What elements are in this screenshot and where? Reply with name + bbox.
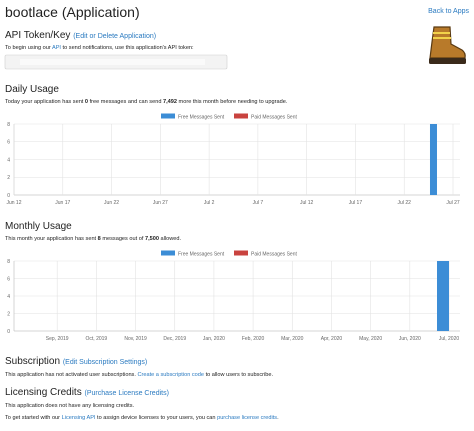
text: more this month before needing to upgrad… <box>177 99 288 105</box>
link[interactable]: Create a subscription code <box>137 372 204 378</box>
licensing-text: This application does not have any licen… <box>5 403 134 409</box>
page-title: bootlace (Application) <box>5 4 140 20</box>
x-tick-label: Jul 2 <box>204 200 215 206</box>
usage-chart: Free Messages Sent Paid Messages Sent 0 2 4 6… <box>7 250 460 342</box>
x-tick-label: Jul 27 <box>446 200 460 206</box>
x-tick-label: Feb, 2020 <box>242 336 265 342</box>
y-tick-label: 6 <box>7 276 10 282</box>
count: 7,500 <box>145 236 159 242</box>
x-tick-label: Jul, 2020 <box>439 336 460 342</box>
text: This application has not activated user … <box>5 372 137 378</box>
x-tick-label: Jan, 2020 <box>203 336 225 342</box>
heading-link[interactable]: (Purchase License Credits) <box>85 390 169 397</box>
x-tick-label: Nov, 2019 <box>124 336 147 342</box>
intro-text: To begin using our API to send notificat… <box>5 45 194 51</box>
x-tick-label: Jul 22 <box>398 200 412 206</box>
x-tick-label: Jul 17 <box>349 200 363 206</box>
x-tick-label: Jul 12 <box>300 200 314 206</box>
text: Today your application has sent <box>5 99 85 105</box>
summary-text: This month your application has sent 8 m… <box>5 236 181 242</box>
text: To get started with our <box>5 415 62 421</box>
token-redacted <box>20 59 205 65</box>
legend-swatch <box>161 250 175 256</box>
x-tick-label: Jun 27 <box>153 200 168 206</box>
x-tick-label: Jun 17 <box>55 200 70 206</box>
count: 7,492 <box>163 99 177 105</box>
summary-text: Today your application has sent 0 free m… <box>5 99 288 105</box>
y-tick-label: 4 <box>7 294 10 300</box>
heading-text: API Token/Key <box>5 30 70 41</box>
y-tick-label: 8 <box>7 122 10 128</box>
licensing-text: To get started with our Licensing API to… <box>5 415 279 421</box>
text: messages out of <box>101 236 145 242</box>
text: allowed. <box>159 236 182 242</box>
x-tick-label: Sep, 2019 <box>46 336 69 342</box>
boot-icon <box>429 26 466 64</box>
y-tick-label: 6 <box>7 140 10 146</box>
link[interactable]: API <box>52 45 61 51</box>
text: free messages and can send <box>88 99 163 105</box>
text: This month your application has sent <box>5 236 98 242</box>
bar <box>437 261 449 331</box>
heading-text: Subscription <box>5 356 60 367</box>
legend-label: Paid Messages Sent <box>251 115 297 121</box>
x-tick-label: Dec, 2019 <box>163 336 186 342</box>
heading-text: Licensing Credits <box>5 387 82 398</box>
x-tick-label: Mar, 2020 <box>281 336 303 342</box>
text: to send notifications, use this applicat… <box>61 45 194 51</box>
text: to assign device licenses to your users,… <box>96 415 218 421</box>
text: To begin using our <box>5 45 52 51</box>
x-tick-label: Apr, 2020 <box>321 336 343 342</box>
x-tick-label: Jul 7 <box>253 200 264 206</box>
text: . <box>277 415 279 421</box>
link[interactable]: purchase license credits <box>217 415 277 421</box>
count: 8 <box>98 236 101 242</box>
legend-label: Free Messages Sent <box>178 252 225 258</box>
text: to allow users to subscribe. <box>204 372 273 378</box>
section-heading: Daily Usage <box>5 84 59 95</box>
section-heading: API Token/Key (Edit or Delete Applicatio… <box>5 30 156 41</box>
usage-chart: Free Messages Sent Paid Messages Sent 0 2 4 6… <box>6 113 460 206</box>
section-heading: Subscription (Edit Subscription Settings… <box>5 356 147 367</box>
y-tick-label: 2 <box>7 311 10 317</box>
x-tick-label: Jun 22 <box>104 200 119 206</box>
y-tick-label: 2 <box>7 175 10 181</box>
y-tick-label: 8 <box>7 259 10 265</box>
heading-link[interactable]: (Edit Subscription Settings) <box>63 359 147 366</box>
legend-swatch <box>234 250 248 256</box>
heading-link[interactable]: (Edit or Delete Application) <box>73 33 156 40</box>
bar <box>429 124 437 195</box>
x-tick-label: Jun, 2020 <box>399 336 421 342</box>
section-heading: Licensing Credits (Purchase License Cred… <box>5 387 169 398</box>
y-tick-label: 0 <box>7 329 10 335</box>
legend-swatch <box>234 113 248 119</box>
y-tick-label: 4 <box>7 157 10 163</box>
section-heading: Monthly Usage <box>5 221 72 232</box>
legend-label: Free Messages Sent <box>178 115 225 121</box>
subscription-text: This application has not activated user … <box>5 372 273 378</box>
x-tick-label: May, 2020 <box>359 336 382 342</box>
x-tick-label: Oct, 2019 <box>86 336 108 342</box>
x-tick-label: Jun 12 <box>6 200 21 206</box>
link[interactable]: Licensing API <box>62 415 96 421</box>
back-link[interactable]: Back to Apps <box>428 8 469 15</box>
legend-swatch <box>161 113 175 119</box>
count: 0 <box>85 99 88 105</box>
legend-label: Paid Messages Sent <box>251 252 297 258</box>
y-tick-label: 0 <box>7 193 10 199</box>
